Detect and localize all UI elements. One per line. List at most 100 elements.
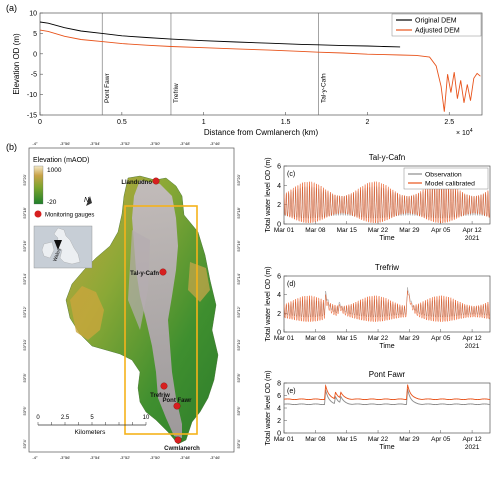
map-bottom-tick-label: -4°	[32, 455, 38, 460]
plot-frame	[283, 275, 491, 333]
panel-a-x-tick-label: 0	[38, 119, 42, 126]
scale-tick-label: 10	[143, 415, 150, 421]
y-axis-label: Total water level OD (m)	[265, 266, 272, 341]
panel-a-y-tick-label: -5	[31, 72, 37, 79]
y-tick-label: 0	[277, 222, 281, 229]
map-right-tick-label: 53°6'	[236, 406, 241, 415]
uk-inset-map: Wales	[33, 225, 93, 269]
map-right-tick-label: 53°8'	[236, 373, 241, 382]
gauge-marker-trefriw	[160, 382, 168, 390]
gauge-marker-pont-fawr	[173, 402, 181, 410]
series-group	[284, 287, 490, 323]
panel-letter: (c)	[287, 171, 295, 178]
panel-a-label: (a)	[6, 3, 17, 13]
x-tick-label: Mar 29	[399, 335, 420, 342]
panel-a-x-axis-label: Distance from Cwmlanerch (km)	[204, 128, 319, 137]
map-left-tick-label: 53°6'	[22, 406, 27, 415]
panel-a-y-axis-label: Elevation OD (m)	[12, 33, 21, 95]
year-label: 2021	[465, 343, 480, 350]
y-axis-label: Total water level OD (m)	[265, 370, 272, 445]
x-axis-label: Time	[379, 235, 394, 242]
legend-label: Model calibrated	[425, 181, 475, 188]
panel-a-x-tick-label: 1.5	[281, 119, 291, 126]
x-tick-label: Apr 05	[431, 436, 451, 443]
inset-wales-label: Wales	[52, 247, 62, 262]
x-tick-label: Apr 05	[431, 335, 451, 342]
gauge-label-pont-fawr: Pont Fawr	[162, 398, 192, 404]
map-bottom-tick-label: -3°52'	[120, 455, 131, 460]
map-top-tick-label: -4°	[32, 141, 38, 146]
x-tick-label: Mar 01	[274, 436, 295, 443]
legend-adjusted-label: Adjusted DEM	[415, 28, 460, 35]
y-tick-label: 0	[277, 330, 281, 337]
series-model-calibrated	[284, 181, 490, 224]
map-left-tick-label: 53°16'	[22, 240, 27, 251]
x-tick-label: Apr 05	[431, 227, 451, 234]
panel-title: Trefriw	[375, 263, 399, 272]
upland-highlight-east	[188, 262, 210, 302]
scale-tick-label: 5	[90, 415, 94, 421]
map-right-tick-label: 53°10'	[236, 339, 241, 350]
map-left-tick-label: 53°12'	[22, 306, 27, 317]
map-right-tick-label: 53°20'	[236, 174, 241, 185]
map-bottom-tick-label: -3°46'	[210, 455, 221, 460]
plot-frame	[283, 382, 491, 434]
valley-hillshade-west	[128, 230, 150, 330]
x-tick-label: Mar 29	[399, 227, 420, 234]
scale-tick-label: 0	[36, 415, 40, 421]
panel-a-frame	[39, 12, 483, 116]
map-bottom-tick-label: -3°56'	[60, 455, 71, 460]
x-axis-label: Time	[379, 444, 394, 451]
north-arrow-icon: N	[84, 196, 92, 206]
x-tick-label: Mar 15	[337, 227, 358, 234]
panel-a-x-tick-label: 1	[202, 119, 206, 126]
map-left-tick-label: 53°4'	[22, 439, 27, 448]
map-left-tick-label: 53°10'	[22, 339, 27, 350]
map-top-tick-label: -3°54'	[90, 141, 101, 146]
x-tick-label: Apr 12	[463, 335, 483, 342]
series-model-calibrated	[284, 383, 490, 401]
y-tick-label: 0	[277, 431, 281, 438]
scale-bar: 0 2.5 5 10 Kilometers	[36, 415, 150, 436]
y-tick-label: 4	[277, 183, 281, 190]
x-tick-label: Mar 15	[337, 335, 358, 342]
series-adjusted-dem	[40, 29, 481, 112]
x-tick-label: Apr 12	[463, 436, 483, 443]
elevation-legend-title: Elevation (mAOD)	[33, 157, 89, 164]
panel-a-series	[40, 21, 481, 112]
panel-letter: (e)	[287, 388, 296, 395]
y-tick-label: 4	[277, 406, 281, 413]
panel-d: Trefriw (d) 0 2 4 6 Mar 01 Mar 08 Mar 15 Mar 22 Ma…	[265, 263, 491, 350]
panel-a-legend: Original DEM Adjusted DEM	[391, 13, 482, 37]
svg-text:N: N	[84, 197, 90, 204]
series-observation	[284, 388, 490, 406]
panel-a-x-multiplier: × 104	[456, 128, 473, 137]
year-label: 2021	[465, 444, 480, 451]
y-tick-label: 8	[277, 381, 281, 388]
panel-b: (b) -4° -4° -3°56' -3°56' -3°54' -3°54' -3°52'…	[6, 141, 241, 460]
y-tick-label: 2	[277, 311, 281, 318]
x-tick-label: Mar 15	[337, 436, 358, 443]
panel-letter: (d)	[287, 281, 296, 288]
x-tick-label: Mar 22	[368, 227, 389, 234]
x-tick-label: Mar 08	[305, 436, 326, 443]
gauge-label-tal-y-cafn: Tal-y-Cafn	[130, 271, 159, 277]
map-left-tick-label: 53°20'	[22, 174, 27, 185]
time-series-panels: Tal-y-Cafn (c) 0 2 4 6 Mar 01 Mar 08 Mar 15 Mar 2…	[265, 153, 491, 451]
x-tick-label: Mar 01	[274, 335, 295, 342]
y-tick-label: 6	[277, 164, 281, 171]
series-group	[284, 181, 490, 224]
map-top-tick-label: -3°46'	[210, 141, 221, 146]
panel-a-y-tick-label: 5	[33, 31, 37, 38]
colorbar-min-label: -20	[47, 199, 57, 206]
map-top-tick-label: -3°52'	[120, 141, 131, 146]
x-axis-label: Time	[379, 343, 394, 350]
gauge-label-cwmlanerch: Cwmlanerch	[164, 446, 200, 452]
panel-c: Tal-y-Cafn (c) 0 2 4 6 Mar 01 Mar 08 Mar 15 Mar 2…	[265, 153, 491, 242]
series-original-dem	[40, 21, 401, 48]
x-tick-label: Mar 29	[399, 436, 420, 443]
